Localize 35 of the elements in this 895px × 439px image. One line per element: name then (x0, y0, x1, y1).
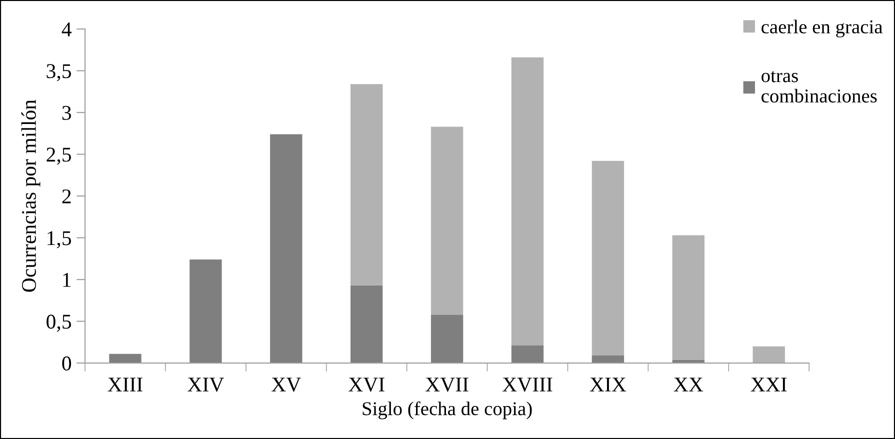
y-tick-label: 4 (62, 22, 72, 36)
x-tick-label: XIII (108, 378, 142, 392)
y-tick-label: 2 (62, 189, 71, 204)
x-tick-label: XVII (426, 378, 468, 392)
bar (511, 57, 544, 346)
y-tick-label: 0,5 (46, 314, 72, 332)
y-tick-label: 2,5 (46, 148, 72, 165)
bar (511, 346, 544, 364)
x-tick-label: XIX (590, 378, 626, 392)
y-tick-label: 0 (62, 356, 72, 370)
bar (672, 235, 704, 360)
x-tick-label: XV (272, 378, 301, 392)
x-tick-label: XX (674, 378, 704, 392)
bar (190, 259, 222, 364)
legend-label: otras combinaciones (762, 71, 877, 103)
x-tick-label: XXI (750, 378, 787, 392)
bar (752, 346, 785, 364)
bar (430, 314, 464, 364)
y-tick-label: 3 (62, 106, 72, 120)
x-tick-label: XVI (348, 378, 384, 392)
bar (109, 354, 142, 364)
x-tick-label: XIV (188, 378, 224, 392)
x-tick-label: XVIII (502, 378, 552, 392)
y-tick-label: 3,5 (46, 64, 72, 82)
y-tick-label: 1,5 (48, 231, 72, 248)
x-axis-title: Siglo (fecha de copia) (362, 401, 532, 420)
y-axis-title: Ocurrencias por millón (21, 100, 40, 292)
y-tick-label: 1 (63, 273, 71, 287)
bar (350, 285, 383, 364)
bar (270, 134, 302, 364)
bar (350, 84, 383, 286)
bar (592, 160, 624, 356)
legend-label: caerle en gracia (762, 20, 883, 38)
bar (592, 356, 624, 364)
bar (430, 126, 464, 315)
